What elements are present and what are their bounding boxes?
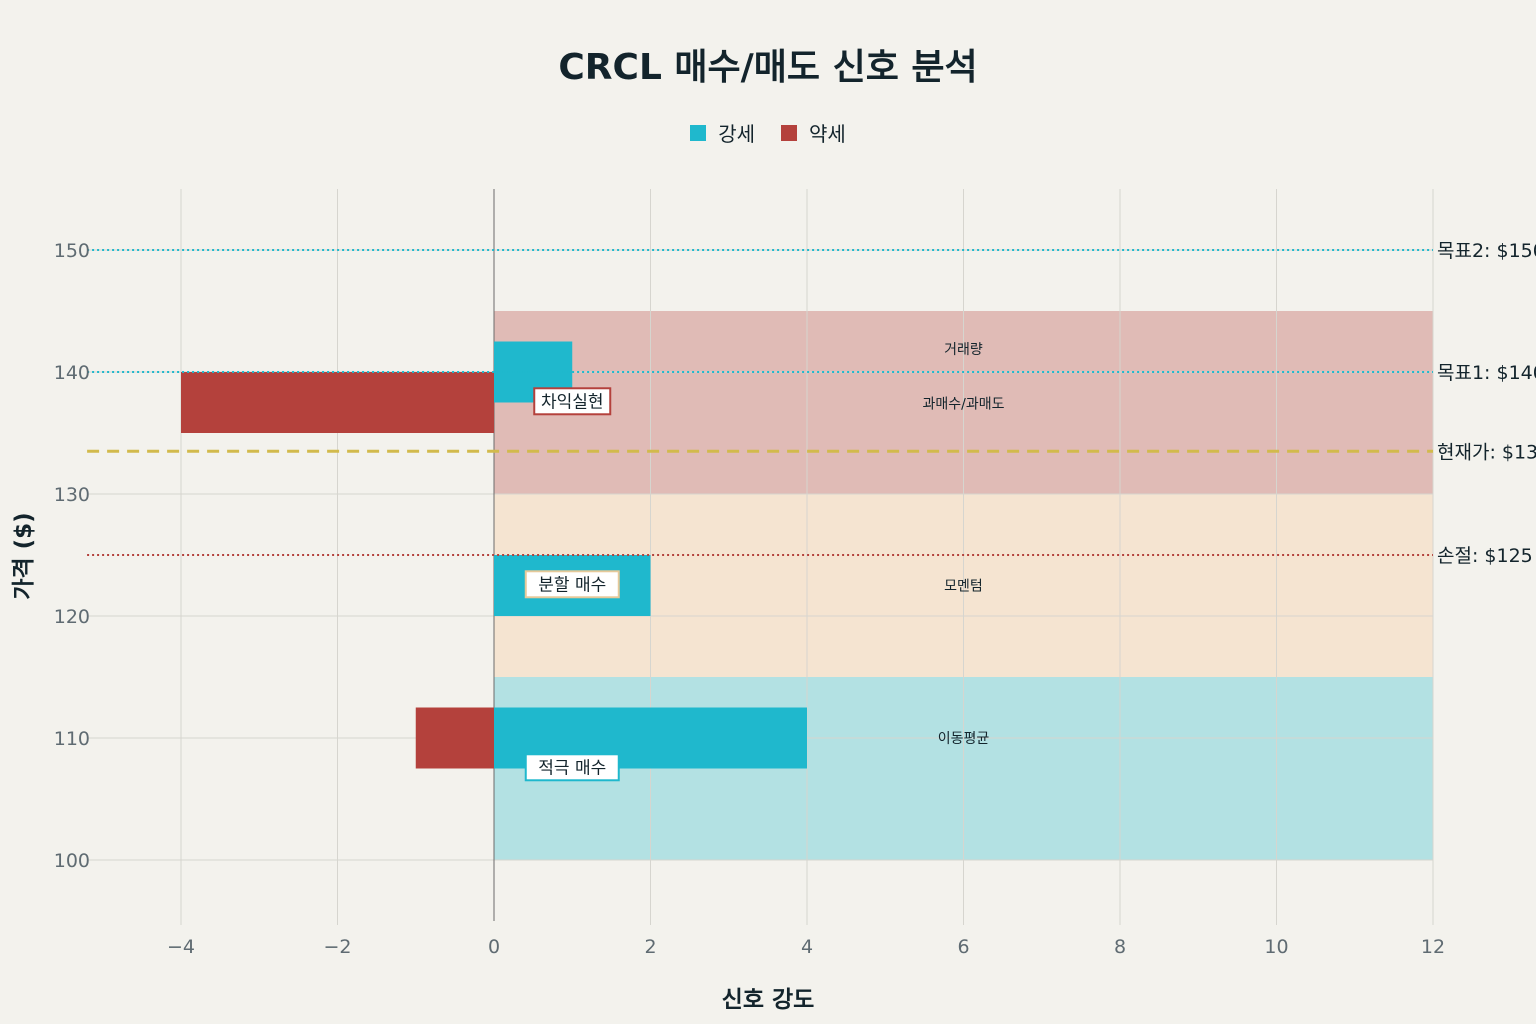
- y-tick-label-3: 130: [54, 484, 90, 506]
- y-axis-label: 가격 ($): [11, 512, 37, 600]
- x-tick-label-5: 6: [957, 936, 969, 958]
- y-tick-label-5: 150: [54, 240, 90, 262]
- legend-item-bearish[interactable]: 약세: [781, 118, 846, 147]
- x-tick-label-6: 8: [1114, 936, 1126, 958]
- bar-bearish-1[interactable]: [181, 372, 494, 433]
- x-tick-label-2: 0: [488, 936, 500, 958]
- signal-box-1: [524, 570, 620, 599]
- y-tick-label-0: 100: [54, 850, 90, 872]
- signal-label-0: 차익실현: [541, 392, 604, 412]
- legend-label-bullish: 강세: [718, 122, 755, 146]
- legend-swatch-bullish: [690, 124, 707, 141]
- x-tick-label-4: 4: [801, 936, 813, 958]
- chart-title: CRCL 매수/매도 신호 분석: [558, 47, 978, 88]
- x-tick-label-7: 10: [1264, 936, 1288, 958]
- legend: 강세 약세: [0, 118, 1536, 147]
- x-tick-label-0: −4: [167, 936, 195, 958]
- signal-label-2: 적극 매수: [538, 758, 606, 778]
- band-label-2: 모멘텀: [944, 579, 983, 595]
- reference-line-label-3: 손절: $125: [1437, 545, 1533, 567]
- reference-line-label-0: 목표2: $150: [1437, 240, 1536, 262]
- legend-item-bullish[interactable]: 강세: [690, 118, 755, 147]
- y-tick-label-1: 110: [54, 728, 90, 750]
- bar-bearish-4[interactable]: [415, 707, 494, 769]
- legend-swatch-bearish: [781, 124, 797, 141]
- signal-box-2: [524, 753, 620, 782]
- x-tick-label-3: 2: [644, 936, 656, 958]
- y-tick-label-2: 120: [54, 606, 90, 628]
- y-tick-label-4: 140: [54, 362, 90, 384]
- reference-line-label-2: 현재가: $133.5: [1437, 441, 1536, 463]
- signal-label-1: 분할 매수: [538, 575, 606, 595]
- legend-label-bearish: 약세: [809, 122, 846, 146]
- signal-box-0: [533, 387, 612, 416]
- x-tick-label-1: −2: [323, 936, 351, 958]
- x-tick-label-8: 12: [1421, 936, 1445, 958]
- band-label-3: 이동평균: [938, 731, 990, 747]
- x-axis-label: 신호 강도: [721, 987, 815, 1013]
- band-label-1: 과매수/과매도: [923, 397, 1005, 413]
- band-label-0: 거래량: [944, 342, 983, 358]
- reference-line-label-1: 목표1: $140: [1437, 362, 1536, 384]
